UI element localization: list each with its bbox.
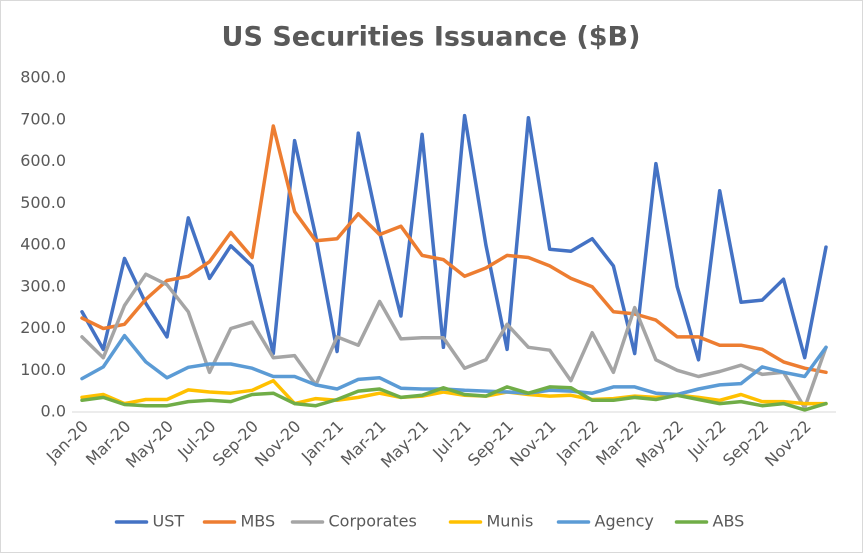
series-line [80, 385, 828, 412]
series-line [80, 378, 828, 406]
legend-label: Corporates [329, 512, 417, 531]
series-line [80, 124, 828, 375]
legend-label: Munis [487, 512, 534, 531]
y-tick-label: 200.0 [20, 318, 66, 337]
series-line [80, 113, 828, 362]
chart-title: US Securities Issuance ($B) [222, 22, 641, 53]
series-line [80, 272, 828, 410]
y-tick-label: 300.0 [20, 276, 66, 295]
legend-label: ABS [713, 512, 745, 531]
legend-label: MBS [241, 512, 276, 531]
legend-label: Agency [595, 512, 654, 531]
y-tick-label: 700.0 [20, 109, 66, 128]
legend-label: UST [153, 512, 185, 531]
y-tick-label: 400.0 [20, 235, 66, 254]
y-tick-label: 500.0 [20, 193, 66, 212]
y-tick-label: 0.0 [41, 402, 66, 421]
y-tick-label: 100.0 [20, 360, 66, 379]
y-tick-label: 800.0 [20, 68, 66, 87]
y-tick-label: 600.0 [20, 151, 66, 170]
